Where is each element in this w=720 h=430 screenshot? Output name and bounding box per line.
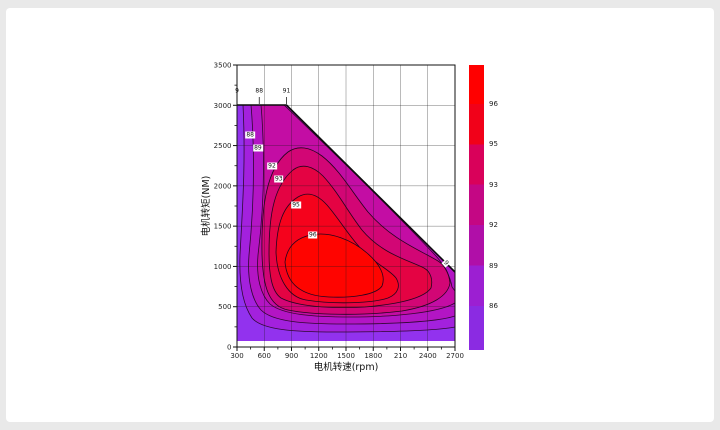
colorbar-label-86: 86: [489, 301, 498, 310]
x-tick-label: 2700: [446, 352, 464, 360]
contour-label-9: 9: [235, 87, 239, 95]
contour-label-91: 91: [282, 87, 291, 95]
y-tick-label: 2500: [214, 142, 232, 150]
grid-lines: [237, 65, 455, 347]
colorbar-label-93: 93: [489, 180, 498, 189]
contour-label-92: 92: [267, 162, 277, 170]
y-tick-label: 1500: [214, 223, 232, 231]
contour-label-89: 89: [253, 144, 263, 152]
x-tick-label: 1800: [364, 352, 382, 360]
contour-line-89: [248, 105, 455, 325]
y-tick-label: 500: [218, 303, 231, 311]
top-contour-ticks: [236, 97, 287, 104]
contour-label-95: 95: [291, 201, 301, 209]
contour-label-96: 96: [308, 231, 318, 239]
x-tick-label: 210: [394, 352, 407, 360]
y-tick-label: 3000: [214, 102, 232, 110]
colorbar: [469, 65, 484, 350]
contour-label-88: 88: [245, 131, 255, 139]
axis-ticks: 300 600 900 1200 1500 1800 210 2400 2700 0 500 1000…: [214, 62, 464, 361]
x-tick-label: 900: [285, 352, 298, 360]
contour-line-91b: [283, 105, 455, 292]
x-tick-label: 2400: [419, 352, 437, 360]
colorbar-label-92: 92: [489, 221, 498, 230]
contour-line-86: [239, 105, 455, 333]
x-tick-label: 1200: [310, 352, 328, 360]
x-tick-label: 1500: [337, 352, 355, 360]
colorbar-label-96: 96: [489, 100, 498, 109]
contour-label-93: 93: [273, 175, 284, 183]
colorbar-label-89: 89: [489, 261, 498, 270]
colorbar-label-95: 95: [489, 140, 498, 149]
x-axis-title: 电机转速(rpm): [313, 362, 379, 373]
y-tick-label: 1000: [214, 263, 232, 271]
contour-line-91a: [257, 105, 455, 318]
y-tick-label: 0: [227, 344, 231, 352]
y-tick-label: 3500: [214, 62, 232, 70]
x-tick-label: 600: [258, 352, 271, 360]
x-tick-label: 300: [230, 352, 243, 360]
y-axis-title: 电机转矩(NM): [201, 175, 212, 237]
torque-limit-line: [237, 104, 456, 273]
contour-label-88: 88: [255, 87, 264, 95]
y-tick-label: 2000: [214, 182, 232, 190]
